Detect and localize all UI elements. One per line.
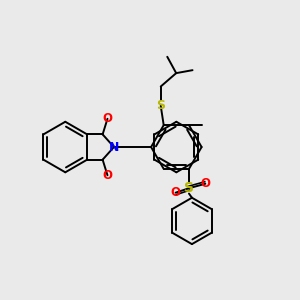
Text: S: S: [184, 181, 194, 195]
Text: O: O: [171, 186, 181, 199]
Text: O: O: [103, 112, 112, 125]
Text: O: O: [200, 177, 210, 190]
Text: N: N: [109, 140, 119, 154]
Text: O: O: [103, 169, 112, 182]
Text: S: S: [156, 99, 165, 112]
